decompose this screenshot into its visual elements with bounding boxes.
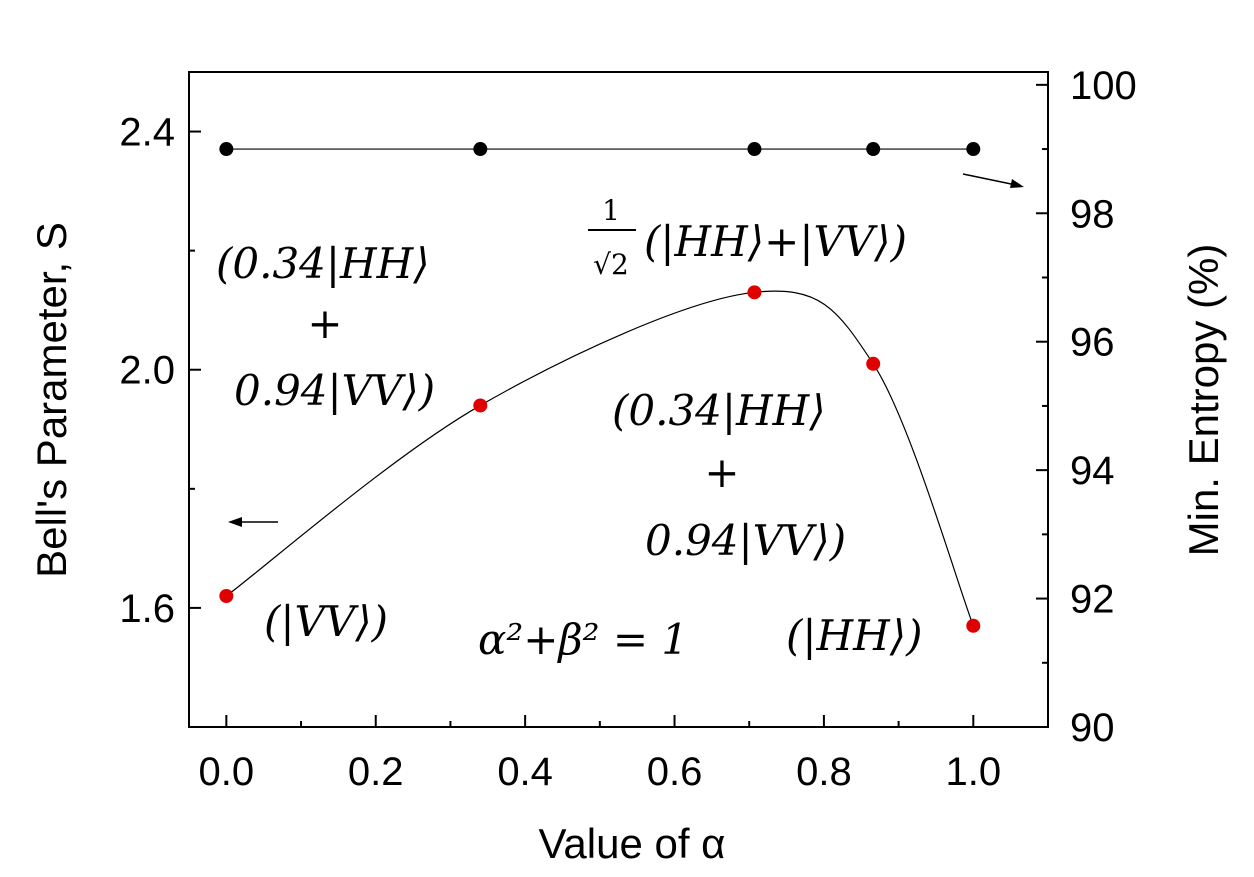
right-tick-label: 100 bbox=[1070, 64, 1137, 108]
bell-curve bbox=[225, 290, 974, 626]
left-tick-label: 1.6 bbox=[119, 587, 175, 631]
x-tick-label: 0.0 bbox=[199, 750, 255, 794]
bell-point bbox=[966, 618, 981, 633]
right-tick-label: 96 bbox=[1070, 321, 1115, 365]
annotation-state-right-line3: 0.94|VV⟩) bbox=[645, 516, 846, 565]
annotation-state-hh: (|HH⟩) bbox=[786, 611, 923, 660]
right-tick-label: 92 bbox=[1070, 578, 1115, 622]
left-axis-ticks: 1.6 2.0 2.4 bbox=[119, 111, 201, 728]
annotation-state-right-line2: + bbox=[704, 448, 739, 497]
plot-frame bbox=[188, 71, 1049, 728]
right-axis-ticks: 90 92 94 96 98 100 bbox=[1036, 64, 1137, 750]
left-axis-arrow bbox=[228, 517, 278, 527]
bell-point bbox=[866, 356, 881, 371]
entropy-point bbox=[747, 142, 762, 157]
annotation-state-right-line1: (0.34|HH⟩ bbox=[612, 386, 826, 435]
left-tick-label: 2.0 bbox=[119, 349, 175, 393]
entropy-point bbox=[966, 142, 981, 157]
right-tick-label: 94 bbox=[1070, 449, 1115, 493]
right-tick-label: 98 bbox=[1070, 192, 1115, 236]
annotation-bell-frac-den: √2 bbox=[593, 248, 629, 281]
x-axis-ticks: 0.0 0.2 0.4 0.6 0.8 1.0 bbox=[199, 715, 1001, 794]
entropy-point bbox=[219, 142, 234, 157]
annotation-bell-state: (|HH⟩+|VV⟩) bbox=[644, 217, 907, 266]
x-axis-label: Value of α bbox=[539, 820, 726, 867]
annotation-state-left-line1: (0.34|HH⟩ bbox=[216, 239, 430, 288]
x-tick-label: 0.4 bbox=[497, 750, 553, 794]
entropy-point bbox=[473, 142, 488, 157]
left-tick-label: 2.4 bbox=[119, 111, 175, 155]
left-axis-label: Bell's Parameter, S bbox=[28, 222, 75, 578]
x-tick-label: 0.6 bbox=[647, 750, 703, 794]
annotation-state-vv: (|VV⟩) bbox=[264, 597, 388, 646]
annotation-bell-frac-num: 1 bbox=[602, 194, 620, 227]
series-min-entropy bbox=[219, 142, 981, 157]
annotation-constraint: α²+β² = 1 bbox=[478, 615, 688, 664]
bell-point bbox=[219, 589, 234, 603]
right-axis-label: Min. Entropy (%) bbox=[1180, 244, 1227, 557]
annotation-state-left-line3: 0.94|VV⟩) bbox=[234, 366, 435, 415]
x-tick-label: 0.8 bbox=[796, 750, 852, 794]
entropy-point bbox=[866, 142, 881, 157]
x-tick-label: 1.0 bbox=[945, 750, 1001, 794]
bell-point bbox=[473, 398, 488, 413]
annotation-state-left-line2: + bbox=[307, 299, 342, 348]
right-axis-arrow bbox=[962, 173, 1024, 188]
right-tick-label: 90 bbox=[1070, 706, 1115, 750]
bell-point bbox=[747, 285, 762, 300]
x-tick-label: 0.2 bbox=[348, 750, 404, 794]
series-bell-parameter bbox=[219, 285, 981, 633]
